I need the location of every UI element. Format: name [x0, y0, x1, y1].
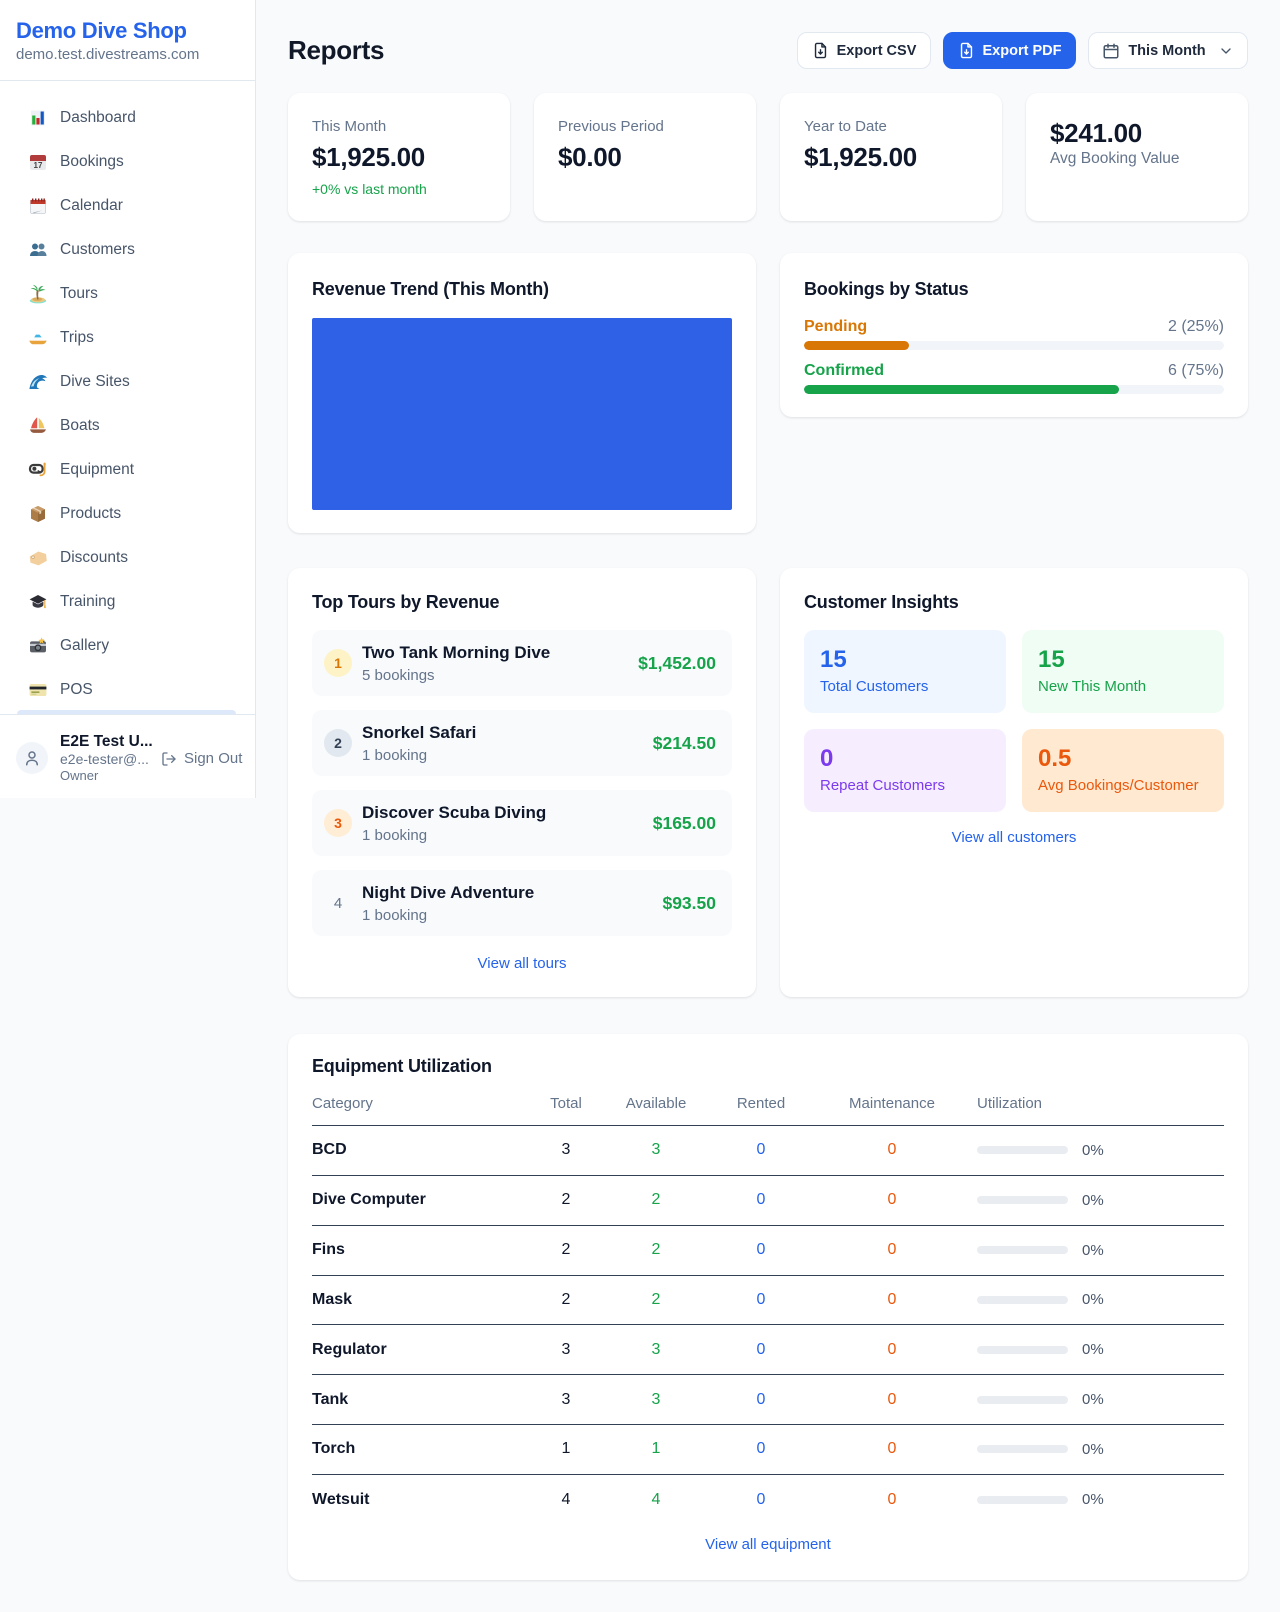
svg-text:17: 17: [34, 161, 43, 170]
